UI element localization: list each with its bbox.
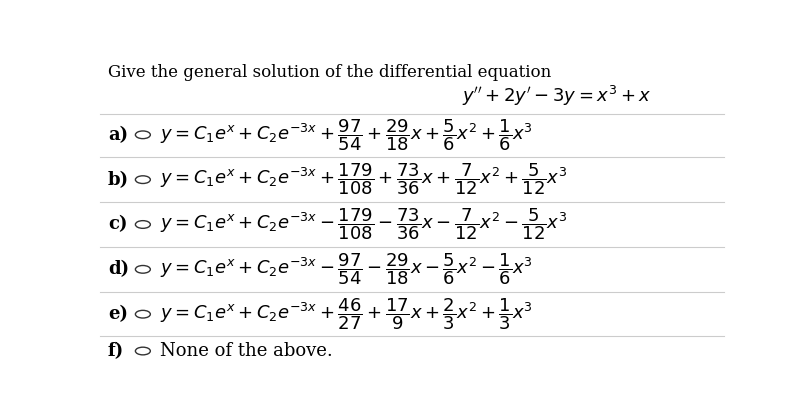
Text: $y=C_1e^x+C_2e^{-3x}+\dfrac{46}{27}+\dfrac{17}{9}x+\dfrac{2}{3}x^2+\dfrac{1}{3}x: $y=C_1e^x+C_2e^{-3x}+\dfrac{46}{27}+\dfr… xyxy=(160,296,532,332)
Text: Give the general solution of the differential equation: Give the general solution of the differe… xyxy=(108,64,551,82)
Text: $y=C_1e^x+C_2e^{-3x}-\dfrac{179}{108}-\dfrac{73}{36}x-\dfrac{7}{12}x^2-\dfrac{5}: $y=C_1e^x+C_2e^{-3x}-\dfrac{179}{108}-\d… xyxy=(160,207,566,242)
Text: $y''+2y'-3y=x^3+x$: $y''+2y'-3y=x^3+x$ xyxy=(461,84,650,108)
Text: $y=C_1e^x+C_2e^{-3x}+\dfrac{97}{54}+\dfrac{29}{18}x+\dfrac{5}{6}x^2+\dfrac{1}{6}: $y=C_1e^x+C_2e^{-3x}+\dfrac{97}{54}+\dfr… xyxy=(160,117,532,153)
Text: b): b) xyxy=(108,171,129,188)
Text: c): c) xyxy=(108,215,128,233)
Text: $y=C_1e^x+C_2e^{-3x}-\dfrac{97}{54}-\dfrac{29}{18}x-\dfrac{5}{6}x^2-\dfrac{1}{6}: $y=C_1e^x+C_2e^{-3x}-\dfrac{97}{54}-\dfr… xyxy=(160,252,532,287)
Text: e): e) xyxy=(108,305,128,323)
Text: None of the above.: None of the above. xyxy=(160,342,332,360)
Text: a): a) xyxy=(108,126,128,144)
Text: $y=C_1e^x+C_2e^{-3x}+\dfrac{179}{108}+\dfrac{73}{36}x+\dfrac{7}{12}x^2+\dfrac{5}: $y=C_1e^x+C_2e^{-3x}+\dfrac{179}{108}+\d… xyxy=(160,162,566,198)
Text: d): d) xyxy=(108,260,129,278)
Text: f): f) xyxy=(108,342,124,360)
